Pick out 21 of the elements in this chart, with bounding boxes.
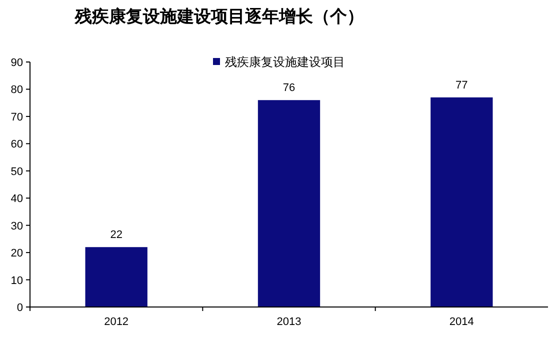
y-tick-label: 80 [10,84,23,96]
data-label: 22 [110,229,122,242]
bar [258,100,320,307]
y-tick-label: 50 [10,166,23,178]
y-tick-label: 90 [10,57,23,69]
y-tick-label: 70 [10,111,23,124]
chart-title: 残疾康复设施建设项目逐年增长（个） [74,7,364,27]
bar [430,97,493,307]
y-tick-label: 10 [10,274,23,287]
x-tick-label: 2013 [276,316,302,328]
bar [85,247,148,307]
data-label: 76 [282,82,296,94]
legend-label: 残疾康复设施建设项目 [225,55,345,69]
y-tick-label: 60 [10,138,23,151]
y-tick-label: 20 [10,248,23,260]
data-label: 77 [456,79,468,92]
x-tick-label: 2012 [104,316,129,328]
y-tick-label: 0 [16,302,23,314]
y-tick-label: 40 [10,193,23,206]
x-tick-label: 2014 [449,316,474,328]
y-tick-label: 30 [10,220,23,232]
